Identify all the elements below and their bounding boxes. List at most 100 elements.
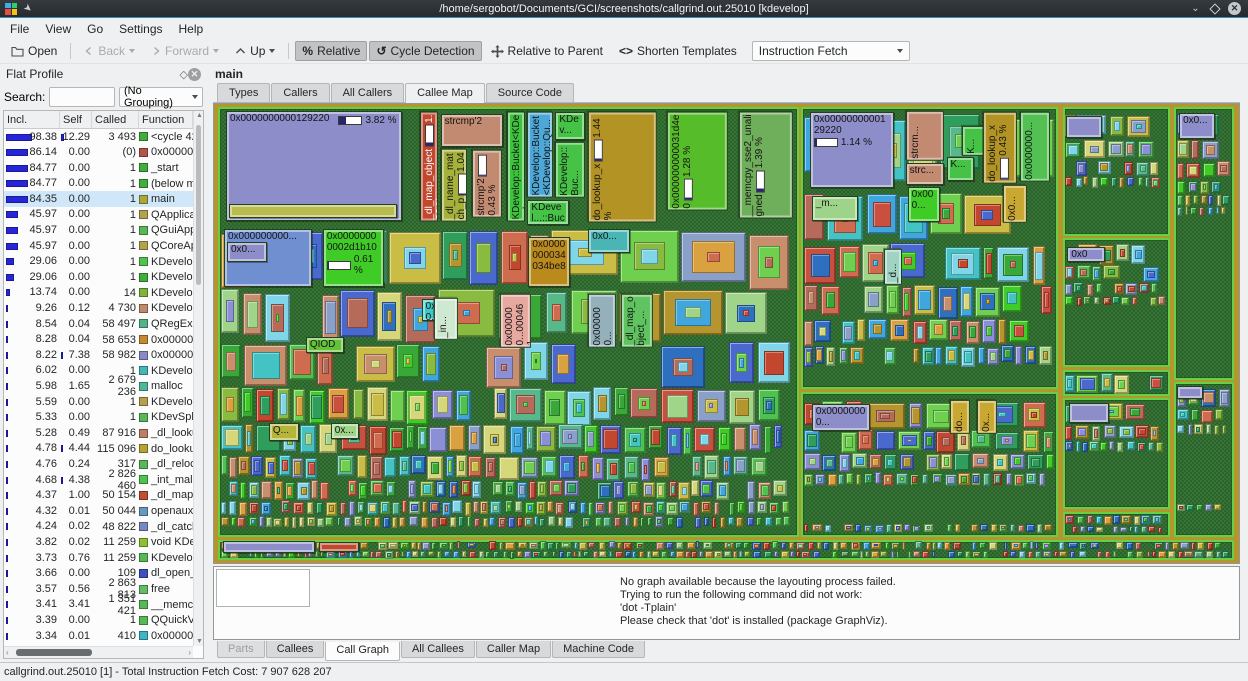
treemap-block[interactable] xyxy=(1208,206,1213,215)
forward-button[interactable]: Forward xyxy=(144,41,226,61)
treemap-block[interactable] xyxy=(963,195,1011,235)
treemap-block[interactable] xyxy=(1065,283,1072,295)
treemap-block[interactable] xyxy=(1214,408,1223,420)
treemap-block[interactable] xyxy=(428,427,447,452)
treemap-cell[interactable]: 0x000000000031d4e0 1.28 % xyxy=(667,111,729,211)
treemap-block[interactable] xyxy=(773,480,787,497)
treemap-block[interactable] xyxy=(627,480,640,497)
table-row[interactable]: 45.970.001QGuiApplic xyxy=(4,223,193,239)
table-row[interactable]: 6.020.001KDevelop:: xyxy=(4,363,193,379)
treemap-block[interactable] xyxy=(812,550,821,558)
treemap-block[interactable] xyxy=(913,550,921,558)
treemap-block[interactable] xyxy=(838,346,848,364)
treemap-block[interactable] xyxy=(549,480,563,497)
treemap-block[interactable] xyxy=(1193,424,1203,434)
treemap-block[interactable] xyxy=(536,426,556,452)
treemap-block[interactable] xyxy=(839,541,848,550)
treemap-block[interactable] xyxy=(763,426,772,454)
treemap-block[interactable] xyxy=(857,429,874,450)
treemap-block[interactable] xyxy=(498,516,507,528)
treemap-block[interactable] xyxy=(884,541,890,549)
treemap-block[interactable] xyxy=(565,517,573,528)
treemap-block[interactable] xyxy=(1203,163,1216,178)
treemap-block[interactable] xyxy=(260,501,271,516)
treemap-block[interactable] xyxy=(1117,441,1124,453)
treemap-block[interactable] xyxy=(883,454,898,471)
treemap-block[interactable] xyxy=(1145,177,1150,188)
treemap-block[interactable] xyxy=(1194,551,1204,559)
treemap-block[interactable] xyxy=(935,347,942,366)
treemap-cell[interactable]: strcmp'2 0.43 % xyxy=(472,149,503,218)
treemap-block[interactable] xyxy=(978,542,986,549)
treemap-block[interactable] xyxy=(944,246,981,281)
treemap-block[interactable] xyxy=(1039,472,1045,486)
treemap-block[interactable] xyxy=(1221,425,1227,434)
treemap-block[interactable] xyxy=(823,542,830,551)
treemap-block[interactable] xyxy=(555,541,560,550)
treemap-cell[interactable] xyxy=(1066,115,1103,138)
treemap-block[interactable] xyxy=(1002,550,1008,558)
treemap-block[interactable] xyxy=(606,457,621,481)
treemap-block[interactable] xyxy=(654,516,664,527)
tab-types[interactable]: Types xyxy=(217,83,271,102)
grouping-combo[interactable]: (No Grouping) xyxy=(119,85,203,109)
treemap-block[interactable] xyxy=(377,542,387,550)
treemap-block[interactable] xyxy=(749,424,761,450)
treemap-block[interactable] xyxy=(492,551,499,559)
treemap-block[interactable] xyxy=(422,542,431,550)
treemap-block[interactable] xyxy=(608,541,615,549)
treemap-block[interactable] xyxy=(1073,282,1084,294)
treemap-block[interactable] xyxy=(1134,526,1138,533)
treemap-block[interactable] xyxy=(221,289,240,333)
treemap-block[interactable] xyxy=(722,455,731,477)
treemap-block[interactable] xyxy=(772,541,779,549)
treemap-block[interactable] xyxy=(1135,550,1144,558)
column-header-called[interactable]: Called xyxy=(92,111,139,128)
treemap-block[interactable] xyxy=(1199,207,1205,216)
treemap-block[interactable] xyxy=(429,500,440,514)
treemap-block[interactable] xyxy=(261,480,273,500)
treemap-cell[interactable]: KDevelop::Buc... xyxy=(555,141,586,198)
treemap-block[interactable] xyxy=(1088,441,1099,451)
treemap-block[interactable] xyxy=(1009,453,1026,470)
treemap-block[interactable] xyxy=(539,517,545,528)
treemap-block[interactable] xyxy=(1022,402,1046,428)
treemap-block[interactable] xyxy=(229,500,236,516)
treemap-block[interactable] xyxy=(617,541,622,549)
open-button[interactable]: Open xyxy=(4,41,64,61)
treemap-block[interactable] xyxy=(647,551,652,559)
search-input[interactable] xyxy=(49,87,115,107)
treemap-block[interactable] xyxy=(1146,551,1151,558)
treemap-block[interactable] xyxy=(851,551,859,558)
treemap-block[interactable] xyxy=(587,501,594,516)
treemap-block[interactable] xyxy=(292,457,304,478)
treemap-block[interactable] xyxy=(377,292,402,341)
treemap-block[interactable] xyxy=(427,456,443,480)
treemap-block[interactable] xyxy=(469,551,476,559)
treemap-block[interactable] xyxy=(666,426,682,455)
float-icon[interactable]: ◇ xyxy=(179,68,188,81)
treemap-block[interactable] xyxy=(259,516,265,527)
treemap-block[interactable] xyxy=(814,345,824,365)
treemap-block[interactable] xyxy=(1083,296,1092,306)
treemap-block[interactable] xyxy=(1172,542,1179,551)
treemap-block[interactable] xyxy=(467,425,482,451)
treemap-block[interactable] xyxy=(392,501,401,516)
treemap-block[interactable] xyxy=(1207,195,1214,205)
treemap-block[interactable] xyxy=(229,456,237,478)
treemap-block[interactable] xyxy=(912,347,920,364)
scroll-down-icon[interactable]: ▼ xyxy=(196,638,203,645)
treemap-block[interactable] xyxy=(478,551,484,559)
treemap-block[interactable] xyxy=(564,480,579,496)
treemap-block[interactable] xyxy=(1137,176,1144,187)
treemap-block[interactable] xyxy=(838,454,851,472)
treemap-block[interactable] xyxy=(1142,266,1160,282)
treemap-block[interactable] xyxy=(801,551,810,558)
treemap-block[interactable] xyxy=(1065,426,1073,440)
treemap-block[interactable] xyxy=(314,550,318,557)
treemap-block[interactable] xyxy=(317,517,325,528)
